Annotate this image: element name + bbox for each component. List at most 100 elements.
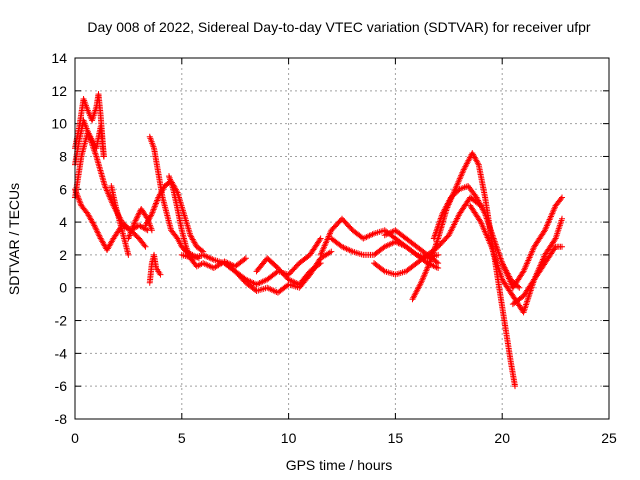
data-point (417, 281, 424, 288)
data-point (523, 301, 530, 308)
data-point (316, 236, 323, 243)
data-point (72, 187, 79, 194)
data-point (126, 232, 133, 239)
data-point (516, 284, 523, 291)
data-point (91, 222, 98, 229)
y-tick-label: 4 (59, 214, 67, 230)
y-tick-label: -8 (55, 411, 68, 427)
data-point (512, 383, 519, 390)
data-point (317, 260, 324, 267)
data-point (151, 204, 158, 211)
x-tick-label: 0 (71, 430, 79, 446)
data-point (127, 231, 134, 238)
x-tick-label: 15 (388, 430, 404, 446)
data-point (153, 198, 160, 205)
data-point (152, 201, 159, 208)
series-track (317, 215, 442, 262)
data-point (481, 209, 488, 216)
data-point (77, 199, 84, 206)
data-point (152, 200, 159, 207)
y-tick-label: -4 (55, 345, 68, 361)
y-tick-label: -6 (55, 378, 68, 394)
series-track (72, 117, 107, 168)
x-axis: 0 5 10 15 20 25 (71, 58, 617, 446)
data-point (125, 234, 132, 241)
data-point (143, 226, 150, 233)
data-point (100, 153, 107, 160)
y-tick-label: 8 (59, 148, 67, 164)
plot-frame (74, 57, 610, 420)
data-point (559, 243, 566, 250)
data-point (157, 271, 164, 278)
series-track (328, 235, 442, 272)
data-point (74, 193, 81, 200)
data-point (128, 226, 135, 233)
data-point (241, 256, 248, 263)
data-point (93, 226, 100, 233)
data-point (524, 296, 531, 303)
data-point (142, 243, 149, 250)
data-point (474, 160, 481, 167)
data-point (75, 195, 82, 202)
data-point (433, 259, 440, 266)
series-track (142, 178, 207, 255)
data-point (316, 261, 323, 268)
data-point (130, 223, 137, 230)
y-tick-label: -2 (55, 313, 68, 329)
data-point (151, 203, 158, 210)
data-point (148, 210, 155, 217)
data-point (125, 251, 132, 258)
series-track (499, 194, 566, 291)
data-point (131, 220, 138, 227)
data-point (131, 219, 138, 226)
data-point (135, 211, 142, 218)
x-tick-label: 10 (281, 430, 297, 446)
data-points (72, 91, 566, 390)
grid-lines (75, 58, 609, 419)
data-point (317, 235, 324, 242)
series-track (108, 182, 132, 258)
data-point (132, 217, 139, 224)
data-point (150, 206, 157, 213)
y-tick-label: 12 (51, 83, 67, 99)
data-point (92, 225, 99, 232)
data-point (130, 222, 137, 229)
data-point (557, 195, 564, 202)
data-point (73, 189, 80, 196)
y-axis-label: SDTVAR / TECUs (6, 183, 22, 295)
data-point (559, 215, 566, 222)
data-point (380, 267, 387, 274)
data-point (173, 234, 180, 241)
y-tick-label: 2 (59, 247, 67, 263)
series-track (72, 186, 151, 253)
data-point (559, 194, 566, 201)
data-point (551, 236, 558, 243)
data-point (148, 227, 155, 234)
data-point (141, 242, 148, 249)
data-point (154, 197, 161, 204)
data-point (95, 231, 102, 238)
data-point (76, 196, 83, 203)
data-point (435, 260, 442, 267)
x-tick-label: 25 (601, 430, 617, 446)
chart-title: Day 008 of 2022, Sidereal Day-to-day VTE… (87, 19, 591, 35)
y-tick-label: 6 (59, 181, 67, 197)
data-point (150, 207, 157, 214)
data-point (76, 198, 83, 205)
x-axis-label: GPS time / hours (286, 457, 393, 473)
y-tick-label: 0 (59, 280, 67, 296)
data-point (328, 248, 335, 255)
x-tick-label: 20 (494, 430, 510, 446)
data-point (242, 255, 249, 262)
data-point (523, 299, 530, 306)
data-point (128, 228, 135, 235)
data-point (134, 213, 141, 220)
y-tick-label: 14 (51, 50, 67, 66)
data-point (127, 229, 134, 236)
series-track (253, 255, 324, 288)
data-point (133, 216, 140, 223)
data-point (154, 195, 161, 202)
series-track (381, 194, 484, 258)
data-point (96, 232, 103, 239)
